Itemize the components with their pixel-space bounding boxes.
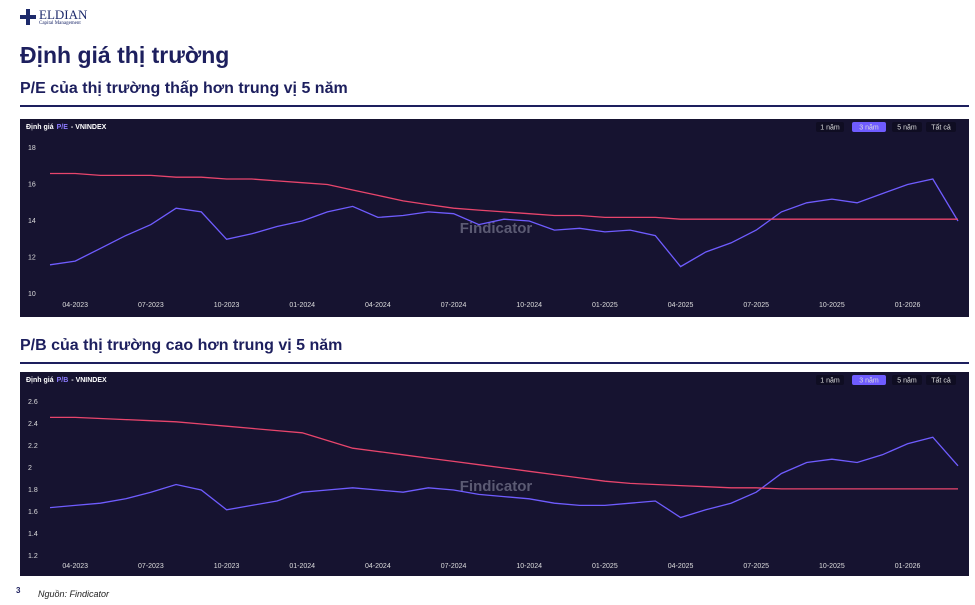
range-button-label[interactable]: Tất cả (931, 375, 951, 384)
x-tick-label: 07-2023 (138, 302, 164, 309)
x-tick-label: 10-2023 (214, 302, 240, 309)
y-tick-label: 2.2 (28, 443, 38, 450)
x-tick-label: 04-2025 (668, 563, 694, 570)
range-button-label[interactable]: 1 năm (820, 124, 840, 131)
range-button[interactable] (892, 375, 922, 385)
page-title: Định giá thị trường (20, 42, 230, 68)
x-tick-label: 01-2024 (289, 302, 315, 309)
x-tick-label: 04-2024 (365, 563, 391, 570)
x-tick-label: 01-2026 (895, 563, 921, 570)
range-button[interactable] (816, 122, 844, 132)
line-series (49, 178, 959, 268)
x-tick-label: 10-2023 (214, 563, 240, 570)
x-tick-label: 07-2024 (441, 302, 467, 309)
x-tick-label: 10-2025 (819, 563, 845, 570)
line-series (50, 416, 958, 490)
chart-label: Định giá P/E - VNINDEX (26, 124, 107, 131)
x-tick-label: 04-2023 (62, 563, 88, 570)
line-series (49, 436, 959, 519)
page-number: 3 (16, 586, 21, 595)
y-tick-label: 2.4 (28, 421, 38, 428)
y-tick-label: 1.6 (28, 509, 38, 516)
chart-label-part: Định giá (26, 377, 54, 384)
range-button[interactable] (852, 122, 886, 132)
range-button-label[interactable]: 5 năm (897, 124, 917, 131)
range-button-label[interactable]: 3 năm (859, 377, 879, 384)
x-tick-label: 07-2025 (743, 563, 769, 570)
section-subtitle: P/B của thị trường cao hơn trung vị 5 nă… (20, 337, 343, 354)
x-tick-label: 10-2024 (516, 563, 542, 570)
range-button-label[interactable]: Tất cả (931, 122, 951, 131)
watermark: Findicator (460, 220, 533, 237)
y-tick-label: 2.6 (28, 399, 38, 406)
section-subtitle: P/E của thị trường thấp hơn trung vị 5 n… (20, 80, 348, 97)
x-tick-label: 10-2024 (516, 302, 542, 309)
chart-label-part: - VNINDEX (71, 377, 107, 384)
x-tick-label: 07-2024 (441, 563, 467, 570)
chart-label-part: P/E (57, 124, 69, 131)
logo-icon (20, 9, 36, 25)
divider (20, 105, 969, 107)
range-button[interactable] (926, 122, 956, 132)
watermark: Findicator (460, 478, 533, 495)
chart-label-part: P/B (57, 377, 69, 384)
range-button[interactable] (852, 375, 886, 385)
x-tick-label: 04-2025 (668, 302, 694, 309)
chart-background (20, 119, 969, 317)
divider (20, 362, 969, 364)
chart: Định giá P/B - VNINDEX 1 năm 3 năm 5 năm Tất c… (20, 372, 969, 576)
chart-label-part: - VNINDEX (71, 124, 107, 131)
y-tick-label: 1.4 (28, 531, 38, 538)
logo-text: ELDIAN (39, 7, 88, 22)
range-button-label[interactable]: 1 năm (820, 377, 840, 384)
range-button-label[interactable]: 3 năm (859, 124, 879, 131)
x-tick-label: 07-2023 (138, 563, 164, 570)
x-tick-label: 01-2024 (289, 563, 315, 570)
y-tick-label: 1.2 (28, 553, 38, 560)
y-tick-label: 16 (28, 181, 36, 188)
x-tick-label: 01-2025 (592, 302, 618, 309)
x-tick-label: 01-2026 (895, 302, 921, 309)
chart-label-part: Định giá (26, 124, 54, 131)
source-note: Nguồn: Findicator (38, 589, 110, 599)
range-button[interactable] (926, 375, 956, 385)
chart-background (20, 372, 969, 576)
y-tick-label: 1.8 (28, 487, 38, 494)
y-tick-label: 2 (28, 465, 32, 472)
x-tick-label: 04-2023 (62, 302, 88, 309)
chart: Định giá P/E - VNINDEX 1 năm 3 năm 5 năm Tất c… (20, 119, 969, 317)
range-button[interactable] (816, 375, 844, 385)
y-tick-label: 14 (28, 218, 36, 225)
y-tick-label: 18 (28, 145, 36, 152)
x-tick-label: 07-2025 (743, 302, 769, 309)
x-tick-label: 04-2024 (365, 302, 391, 309)
y-tick-label: 10 (28, 291, 36, 298)
range-button-label[interactable]: 5 năm (897, 377, 917, 384)
x-tick-label: 01-2025 (592, 563, 618, 570)
chart-label: Định giá P/B - VNINDEX (26, 377, 107, 384)
y-tick-label: 12 (28, 254, 36, 261)
line-series (50, 172, 958, 220)
range-button[interactable] (892, 122, 922, 132)
x-tick-label: 10-2025 (819, 302, 845, 309)
logo-subtext: Capital Management (39, 21, 81, 26)
